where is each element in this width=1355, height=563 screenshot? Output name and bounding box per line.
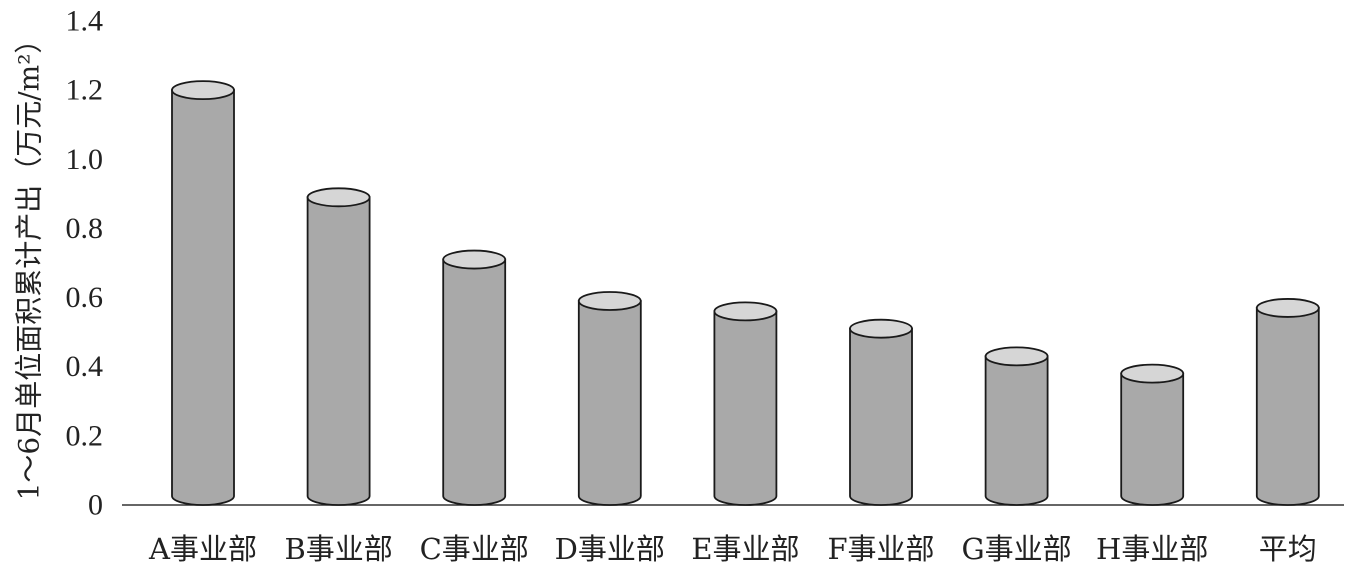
x-tick-label: D事业部 bbox=[555, 532, 665, 563]
y-tick-label: 0.2 bbox=[66, 419, 104, 452]
y-axis-ticks: 0 0.2 0.4 0.6 0.8 1.0 1.2 1.4 bbox=[66, 5, 104, 522]
bar-top bbox=[713, 301, 778, 322]
x-tick-label: C事业部 bbox=[420, 532, 529, 563]
bar bbox=[442, 249, 507, 506]
bar-top bbox=[577, 291, 642, 311]
bar-top bbox=[1255, 298, 1320, 318]
y-tick-label: 1.4 bbox=[66, 5, 104, 38]
bar-top bbox=[442, 249, 507, 270]
bar bbox=[171, 80, 235, 506]
x-tick-label: F事业部 bbox=[827, 532, 934, 563]
x-tick-label: E事业部 bbox=[691, 532, 799, 563]
bar-top bbox=[171, 80, 235, 101]
x-tick-label: H事业部 bbox=[1096, 532, 1208, 563]
bar-body bbox=[849, 327, 913, 506]
bar bbox=[1255, 298, 1320, 506]
bar-top bbox=[984, 346, 1049, 367]
x-axis-labels: A事业部 B事业部 C事业部 D事业部 E事业部 F事业部 G事业部 H事业部 平均 bbox=[148, 532, 1317, 563]
y-tick-label: 1.0 bbox=[66, 143, 104, 176]
bars bbox=[171, 80, 1320, 506]
y-tick-label: 0 bbox=[88, 489, 103, 522]
bar-body bbox=[577, 300, 642, 506]
y-tick-label: 0.8 bbox=[66, 212, 104, 245]
bar-body bbox=[1120, 372, 1185, 506]
bar bbox=[713, 301, 778, 506]
x-tick-label: G事业部 bbox=[962, 532, 1072, 563]
bar bbox=[849, 318, 913, 506]
bar-top bbox=[306, 187, 371, 208]
bar-body bbox=[442, 258, 507, 506]
x-tick-label: 平均 bbox=[1259, 532, 1317, 563]
x-tick-label: A事业部 bbox=[148, 532, 257, 563]
bar-body bbox=[171, 89, 235, 506]
bar-body bbox=[984, 355, 1049, 506]
y-tick-label: 0.4 bbox=[66, 350, 104, 383]
bar bbox=[984, 346, 1049, 506]
bar bbox=[1120, 363, 1185, 506]
y-tick-label: 1.2 bbox=[66, 74, 104, 107]
bar-body bbox=[1255, 307, 1320, 506]
bar bbox=[577, 291, 642, 506]
x-tick-label: B事业部 bbox=[284, 532, 392, 563]
bar-body bbox=[713, 310, 778, 506]
y-tick-label: 0.6 bbox=[66, 281, 104, 314]
bar-body bbox=[306, 196, 371, 506]
bar bbox=[306, 187, 371, 506]
bar-top bbox=[849, 318, 913, 339]
y-axis-title: 1～6月单位面积累计产出（万元/m²） bbox=[13, 26, 46, 501]
y-axis-title-group: 1～6月单位面积累计产出（万元/m²） bbox=[13, 26, 46, 501]
bar-top bbox=[1120, 363, 1185, 384]
